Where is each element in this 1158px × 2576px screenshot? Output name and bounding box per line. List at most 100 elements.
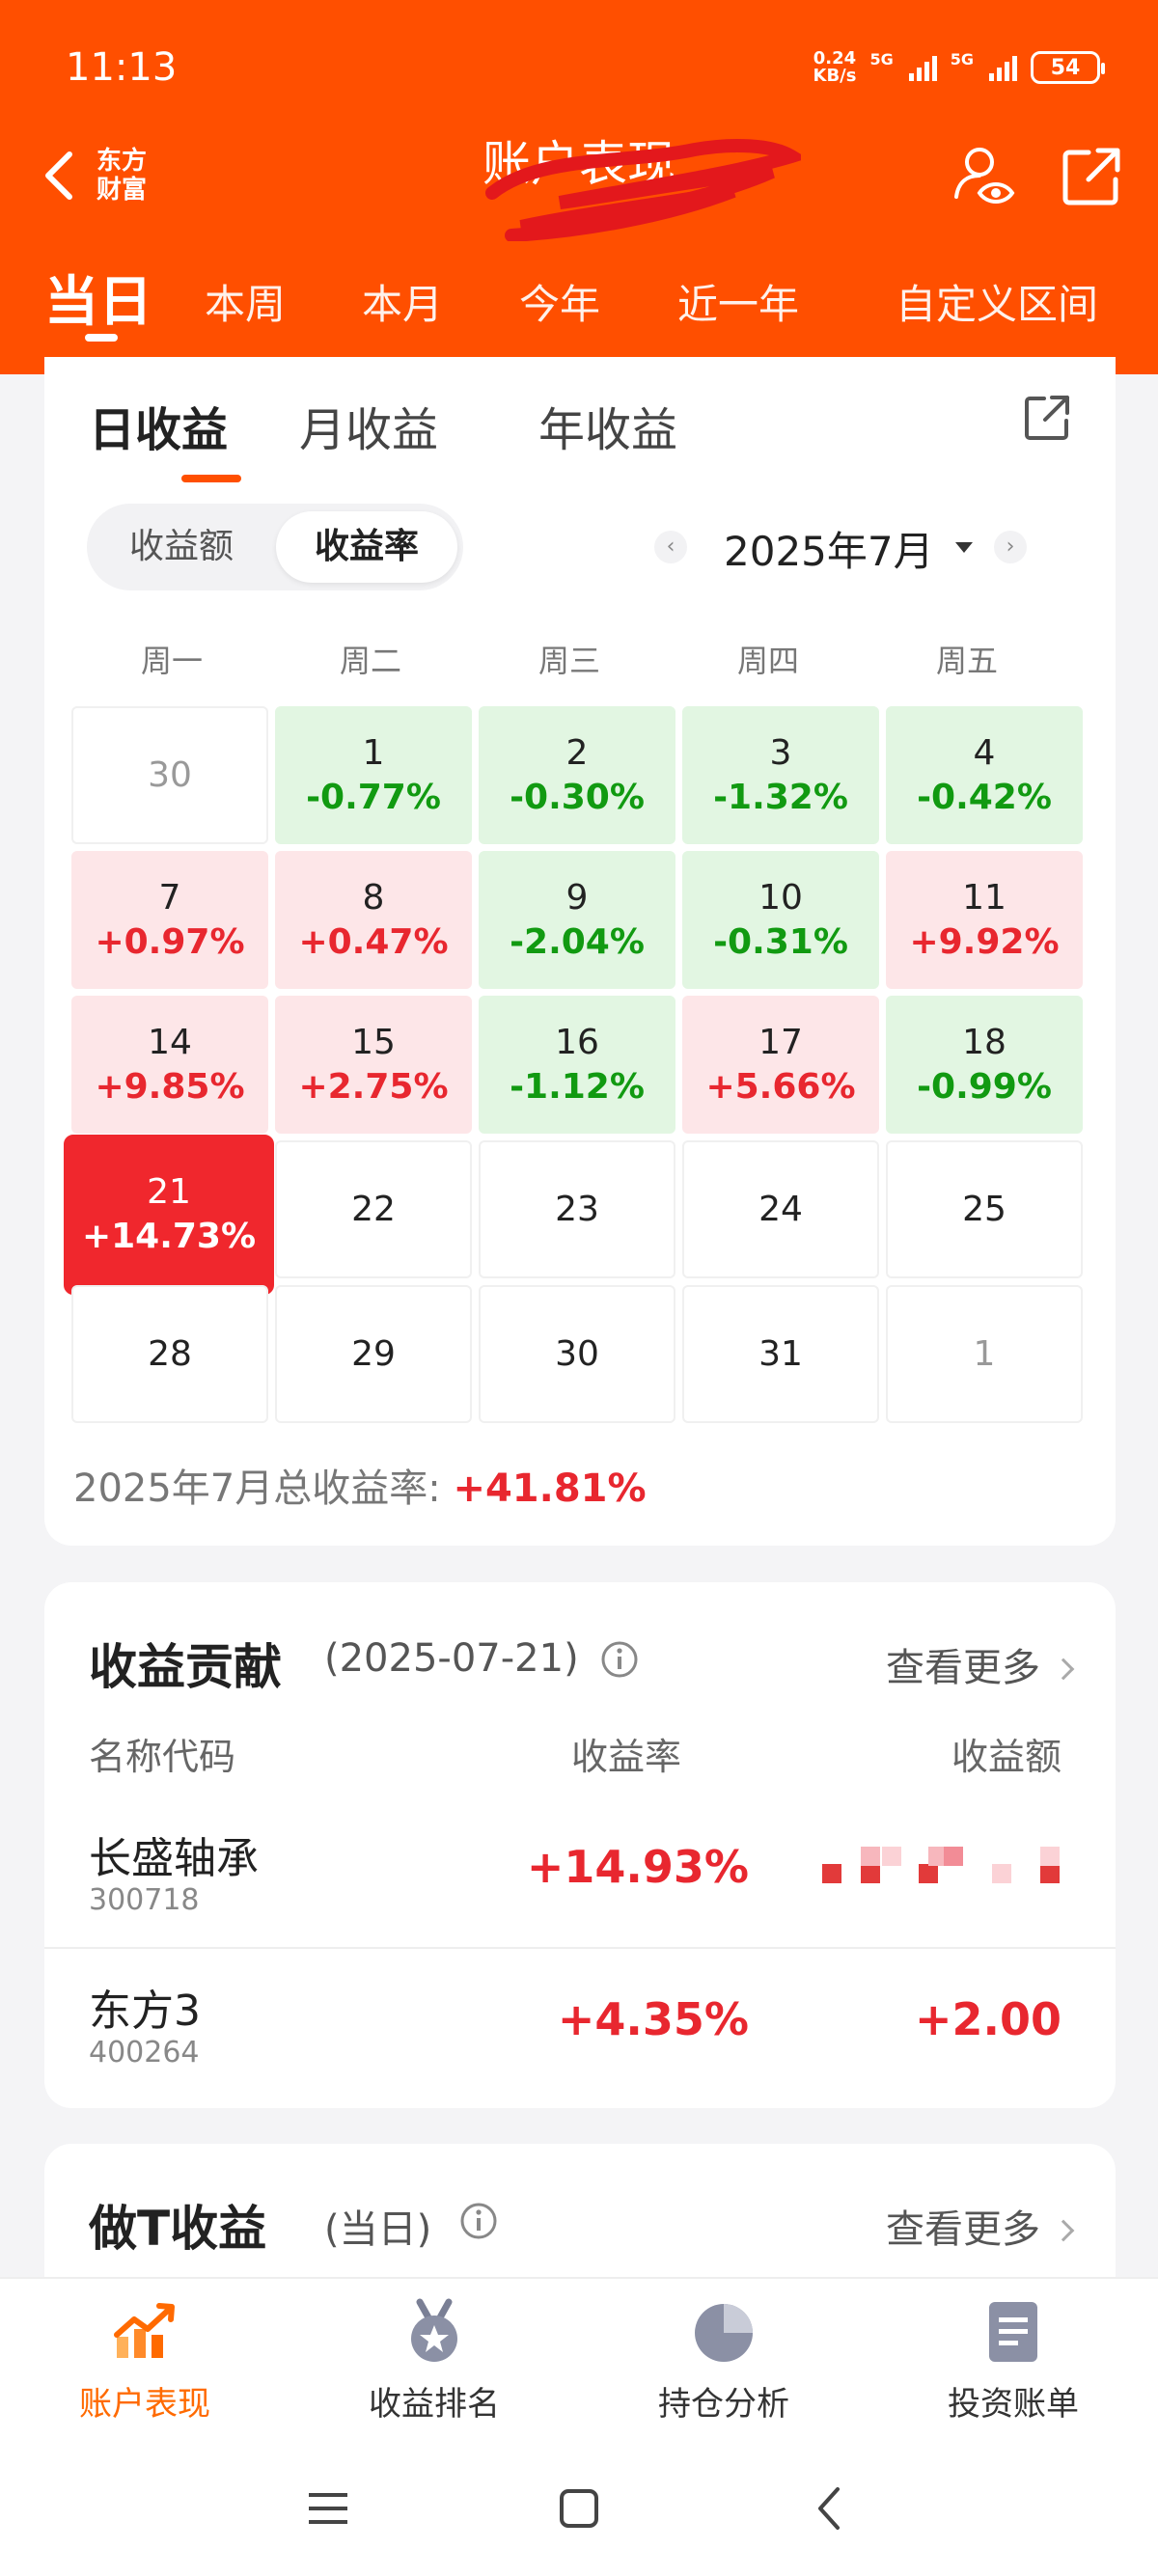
- calendar-day-cell[interactable]: 29: [275, 1285, 472, 1423]
- calendar-day-cell[interactable]: 25: [886, 1140, 1083, 1278]
- day-return-rate: +5.66%: [705, 1066, 856, 1107]
- share-icon[interactable]: [1021, 392, 1073, 444]
- calendar-day-cell[interactable]: 28: [71, 1285, 268, 1423]
- calendar-day-cell[interactable]: 18 -0.99%: [886, 996, 1083, 1134]
- calendar-day-cell[interactable]: 31: [682, 1285, 879, 1423]
- tab-last-year[interactable]: 近一年: [677, 281, 800, 328]
- toggle-amount[interactable]: 收益额: [128, 527, 234, 566]
- view-more-link[interactable]: 查看更多: [886, 1636, 1075, 1692]
- day-number: 30: [148, 754, 192, 795]
- prev-month-button[interactable]: ‹: [654, 531, 687, 563]
- view-more-link[interactable]: 查看更多: [886, 2198, 1075, 2254]
- info-icon[interactable]: [459, 2202, 498, 2240]
- network-type-1: 5G: [869, 50, 894, 69]
- day-return-rate: -1.32%: [713, 777, 848, 817]
- tab-today[interactable]: 当日: [44, 271, 152, 334]
- day-return-rate: -0.42%: [917, 777, 1052, 817]
- amount-rate-toggle: 收益额 收益率: [87, 504, 463, 590]
- column-header-name: 名称代码: [89, 1736, 236, 1778]
- day-number: 4: [973, 732, 996, 773]
- toggle-rate[interactable]: 收益率: [276, 511, 457, 583]
- nav-holding-analysis[interactable]: 持仓分析: [608, 2298, 840, 2425]
- nav-investment-bill[interactable]: 投资账单: [897, 2298, 1129, 2425]
- contribution-date: (2025-07-21): [324, 1636, 579, 1681]
- calendar-day-cell[interactable]: 15 +2.75%: [275, 996, 472, 1134]
- day-number: 11: [962, 877, 1006, 918]
- day-number: 7: [158, 877, 181, 918]
- chevron-right-icon: [1052, 2219, 1075, 2242]
- calendar-day-cell[interactable]: 8 +0.47%: [275, 851, 472, 989]
- calendar-day-cell[interactable]: 3 -1.32%: [682, 706, 879, 844]
- day-number: 25: [962, 1189, 1006, 1229]
- tab-monthly-return[interactable]: 月收益: [299, 403, 439, 457]
- period-tabs: 当日 本周 本月 今年 近一年 自定义区间: [0, 259, 1158, 345]
- weekday-header: 周一 周二 周三 周四 周五: [73, 637, 1087, 695]
- calendar-day-cell[interactable]: 1 -0.77%: [275, 706, 472, 844]
- home-icon[interactable]: [550, 2480, 608, 2537]
- back-icon[interactable]: [801, 2480, 859, 2537]
- tab-daily-return[interactable]: 日收益: [89, 403, 229, 457]
- tab-custom-range[interactable]: 自定义区间: [896, 281, 1099, 328]
- weekday-label: 周一: [140, 643, 203, 679]
- stock-name: 东方3: [89, 1987, 201, 2036]
- calendar-day-cell[interactable]: 2 -0.30%: [479, 706, 676, 844]
- calendar-day-cell[interactable]: 22: [275, 1140, 472, 1278]
- next-month-button[interactable]: ›: [994, 531, 1027, 563]
- stock-code: 300718: [89, 1883, 200, 1917]
- nav-account-performance[interactable]: 账户表现: [29, 2298, 261, 2425]
- calendar-day-cell[interactable]: 1: [886, 1285, 1083, 1423]
- network-speed: 0.24 KB/s: [813, 48, 857, 86]
- system-navigation-bar: [0, 2441, 1158, 2576]
- day-number: 2: [565, 732, 589, 773]
- day-number: 1: [973, 1333, 996, 1374]
- bottom-navigation: 账户表现 收益排名 持仓分析 投资账单: [0, 2277, 1158, 2441]
- calendar-day-cell[interactable]: 7 +0.97%: [71, 851, 268, 989]
- share-icon[interactable]: [1060, 145, 1123, 208]
- return-type-tabs: 日收益 月收益 年收益: [89, 386, 1073, 482]
- calendar-day-cell[interactable]: 11 +9.92%: [886, 851, 1083, 989]
- day-number: 17: [758, 1022, 803, 1062]
- medal-icon: [411, 2298, 457, 2362]
- day-number: 15: [351, 1022, 396, 1062]
- table-row[interactable]: 东方3 400264 +4.35% +2.00: [44, 1949, 1116, 2099]
- signal-icon: [908, 54, 937, 81]
- info-icon[interactable]: [600, 1640, 639, 1679]
- section-title: 收益贡献: [89, 1639, 282, 1695]
- calendar-day-cell[interactable]: 10 -0.31%: [682, 851, 879, 989]
- stock-name: 长盛轴承: [89, 1834, 259, 1883]
- nav-return-ranking[interactable]: 收益排名: [318, 2298, 550, 2425]
- calendar-day-cell[interactable]: 4 -0.42%: [886, 706, 1083, 844]
- back-arrow-icon[interactable]: [37, 147, 83, 205]
- column-header-amount: 收益额: [951, 1736, 1062, 1778]
- tab-this-month[interactable]: 本月: [362, 281, 444, 328]
- day-return-rate: -0.99%: [917, 1066, 1052, 1107]
- calendar-day-cell[interactable]: 24: [682, 1140, 879, 1278]
- tab-yearly-return[interactable]: 年收益: [538, 403, 678, 457]
- month-selector: ‹ 2025年7月 ›: [654, 509, 1060, 587]
- calendar-day-cell[interactable]: 17 +5.66%: [682, 996, 879, 1134]
- calendar-day-cell[interactable]: 30: [479, 1285, 676, 1423]
- user-visibility-icon[interactable]: [951, 143, 1018, 210]
- calendar-day-cell[interactable]: 16 -1.12%: [479, 996, 676, 1134]
- calendar-day-cell[interactable]: 30: [71, 706, 268, 844]
- day-number: 14: [148, 1022, 192, 1062]
- month-label[interactable]: 2025年7月: [724, 528, 934, 575]
- day-number: 3: [769, 732, 792, 773]
- calendar-day-cell[interactable]: 14 +9.85%: [71, 996, 268, 1134]
- day-number: 28: [148, 1333, 192, 1374]
- daily-return-calendar-card: 日收益 月收益 年收益 收益额 收益率 ‹ 2025年7月 › 周一 周二 周三…: [44, 357, 1116, 1546]
- day-number: 23: [555, 1189, 599, 1229]
- section-subtitle: (当日): [324, 2207, 432, 2252]
- tab-this-year[interactable]: 今年: [519, 281, 601, 328]
- calendar-day-cell[interactable]: 23: [479, 1140, 676, 1278]
- tab-this-week[interactable]: 本周: [205, 281, 287, 328]
- calendar-day-cell[interactable]: 21 +14.73%: [64, 1135, 274, 1295]
- nav-bar: 东方 财富 账户表现: [0, 125, 1158, 241]
- menu-icon[interactable]: [299, 2480, 357, 2537]
- calendar-day-cell[interactable]: 9 -2.04%: [479, 851, 676, 989]
- weekday-label: 周四: [736, 643, 799, 679]
- trend-chart-icon: [114, 2303, 175, 2358]
- subtab-indicator: [181, 475, 241, 482]
- table-row[interactable]: 长盛轴承 300718 +14.93%: [44, 1796, 1116, 1947]
- chevron-down-icon[interactable]: [955, 542, 973, 553]
